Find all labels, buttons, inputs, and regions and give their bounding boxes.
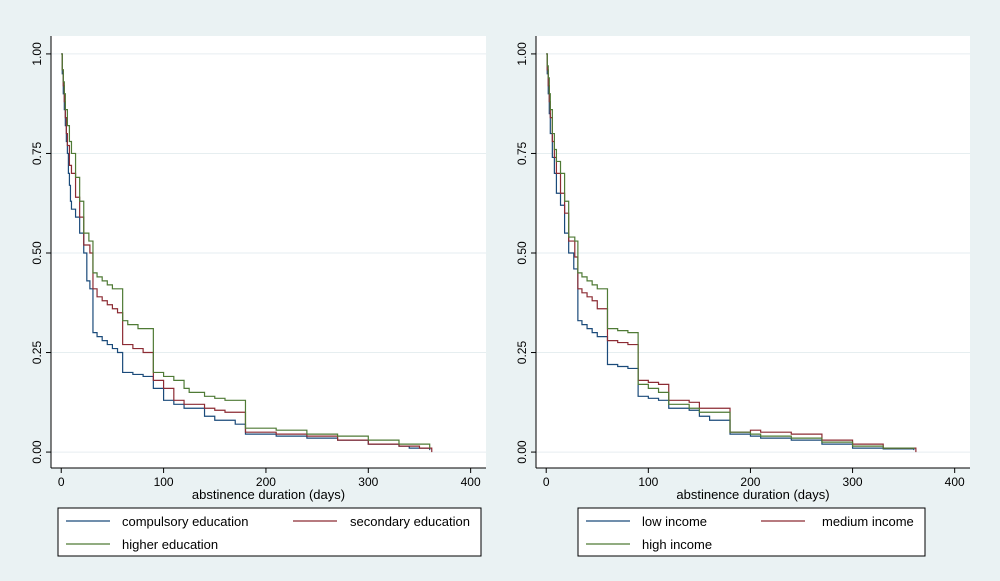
y-tick-label: 0.25 [515, 341, 529, 365]
plot-area [536, 36, 970, 468]
x-tick-label: 300 [843, 475, 863, 489]
left-panel-education: 0.00 0.25 0.50 0.75 1.00 0 100 200 300 400 abstine… [30, 36, 486, 557]
legend-label: high income [642, 537, 712, 552]
x-tick-label: 300 [358, 475, 378, 489]
series-line-higher-education [61, 53, 431, 449]
x-tick-label: 400 [461, 475, 481, 489]
y-tick-label: 0.00 [30, 440, 44, 464]
legend-label: compulsory education [122, 514, 248, 529]
legend [577, 507, 926, 557]
y-tick-label: 0.25 [30, 341, 44, 365]
x-tick-label: 100 [154, 475, 174, 489]
right-panel-income: 0.00 0.25 0.50 0.75 1.00 0 100 200 300 400 abstine… [515, 36, 970, 557]
y-tick-label: 0.00 [515, 440, 529, 464]
legend-label: secondary education [350, 514, 470, 529]
y-tick-label: 1.00 [515, 42, 529, 66]
series-line-high-income [546, 53, 915, 449]
y-tick-label: 0.75 [30, 141, 44, 165]
x-tick-label: 0 [58, 475, 65, 489]
x-axis-title: abstinence duration (days) [676, 487, 829, 502]
legend-label: medium income [822, 514, 914, 529]
y-tick-label: 1.00 [30, 42, 44, 66]
legend [57, 507, 482, 557]
x-axis-title: abstinence duration (days) [192, 487, 345, 502]
series-line-low-income [546, 53, 915, 451]
x-tick-label: 0 [543, 475, 550, 489]
series-line-secondary-education [61, 53, 433, 453]
y-tick-label: 0.50 [30, 241, 44, 265]
x-tick-label: 400 [945, 475, 965, 489]
x-tick-label: 100 [638, 475, 658, 489]
x-tick-label: 200 [256, 475, 276, 489]
legend-label: low income [642, 514, 707, 529]
plot-area [51, 36, 486, 468]
x-tick-label: 200 [740, 475, 760, 489]
y-tick-label: 0.50 [515, 241, 529, 265]
y-tick-label: 0.75 [515, 141, 529, 165]
legend-label: higher education [122, 537, 218, 552]
